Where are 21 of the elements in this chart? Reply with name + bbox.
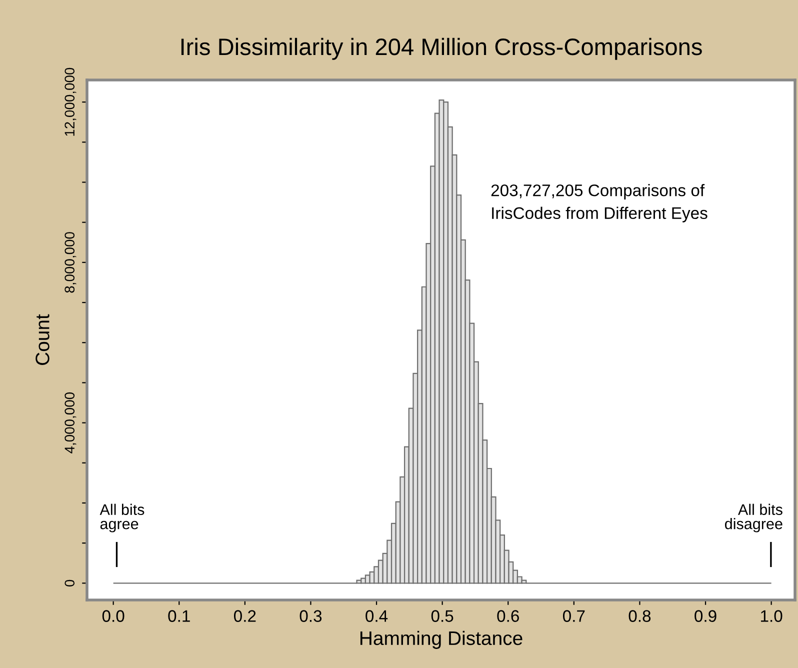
y-tick-label: 12,000,000 <box>64 68 76 136</box>
y-tick-label: 4,000,000 <box>64 392 76 454</box>
x-tick-label: 0.4 <box>366 610 388 622</box>
y-axis-title: Count <box>36 314 50 365</box>
chart-title: Iris Dissimilarity in 204 Million Cross-Comparisons <box>181 38 702 60</box>
annotation: All bits disagree <box>725 504 782 532</box>
annotation: 203,727,205 Comparisons of IrisCodes from Different Eyes <box>491 184 708 222</box>
y-tick-label: 0 <box>64 580 75 586</box>
x-tick-label: 0.7 <box>562 610 585 622</box>
x-tick-label: 0.0 <box>102 610 124 622</box>
x-tick-label: 0.5 <box>431 610 454 622</box>
x-tick-label: 0.3 <box>300 610 322 622</box>
x-tick-label: 0.6 <box>497 610 519 622</box>
x-tick-label: 0.9 <box>694 610 716 622</box>
x-tick-label: 0.8 <box>628 610 651 622</box>
y-tick-label: 8,000,000 <box>64 232 76 293</box>
x-tick-label: 1.0 <box>761 610 782 622</box>
annotation: All bits agree <box>100 504 144 532</box>
x-tick-label: 0.1 <box>168 610 190 622</box>
x-tick-label: 0.2 <box>234 610 256 622</box>
x-axis-title: Hamming Distance <box>360 630 522 649</box>
